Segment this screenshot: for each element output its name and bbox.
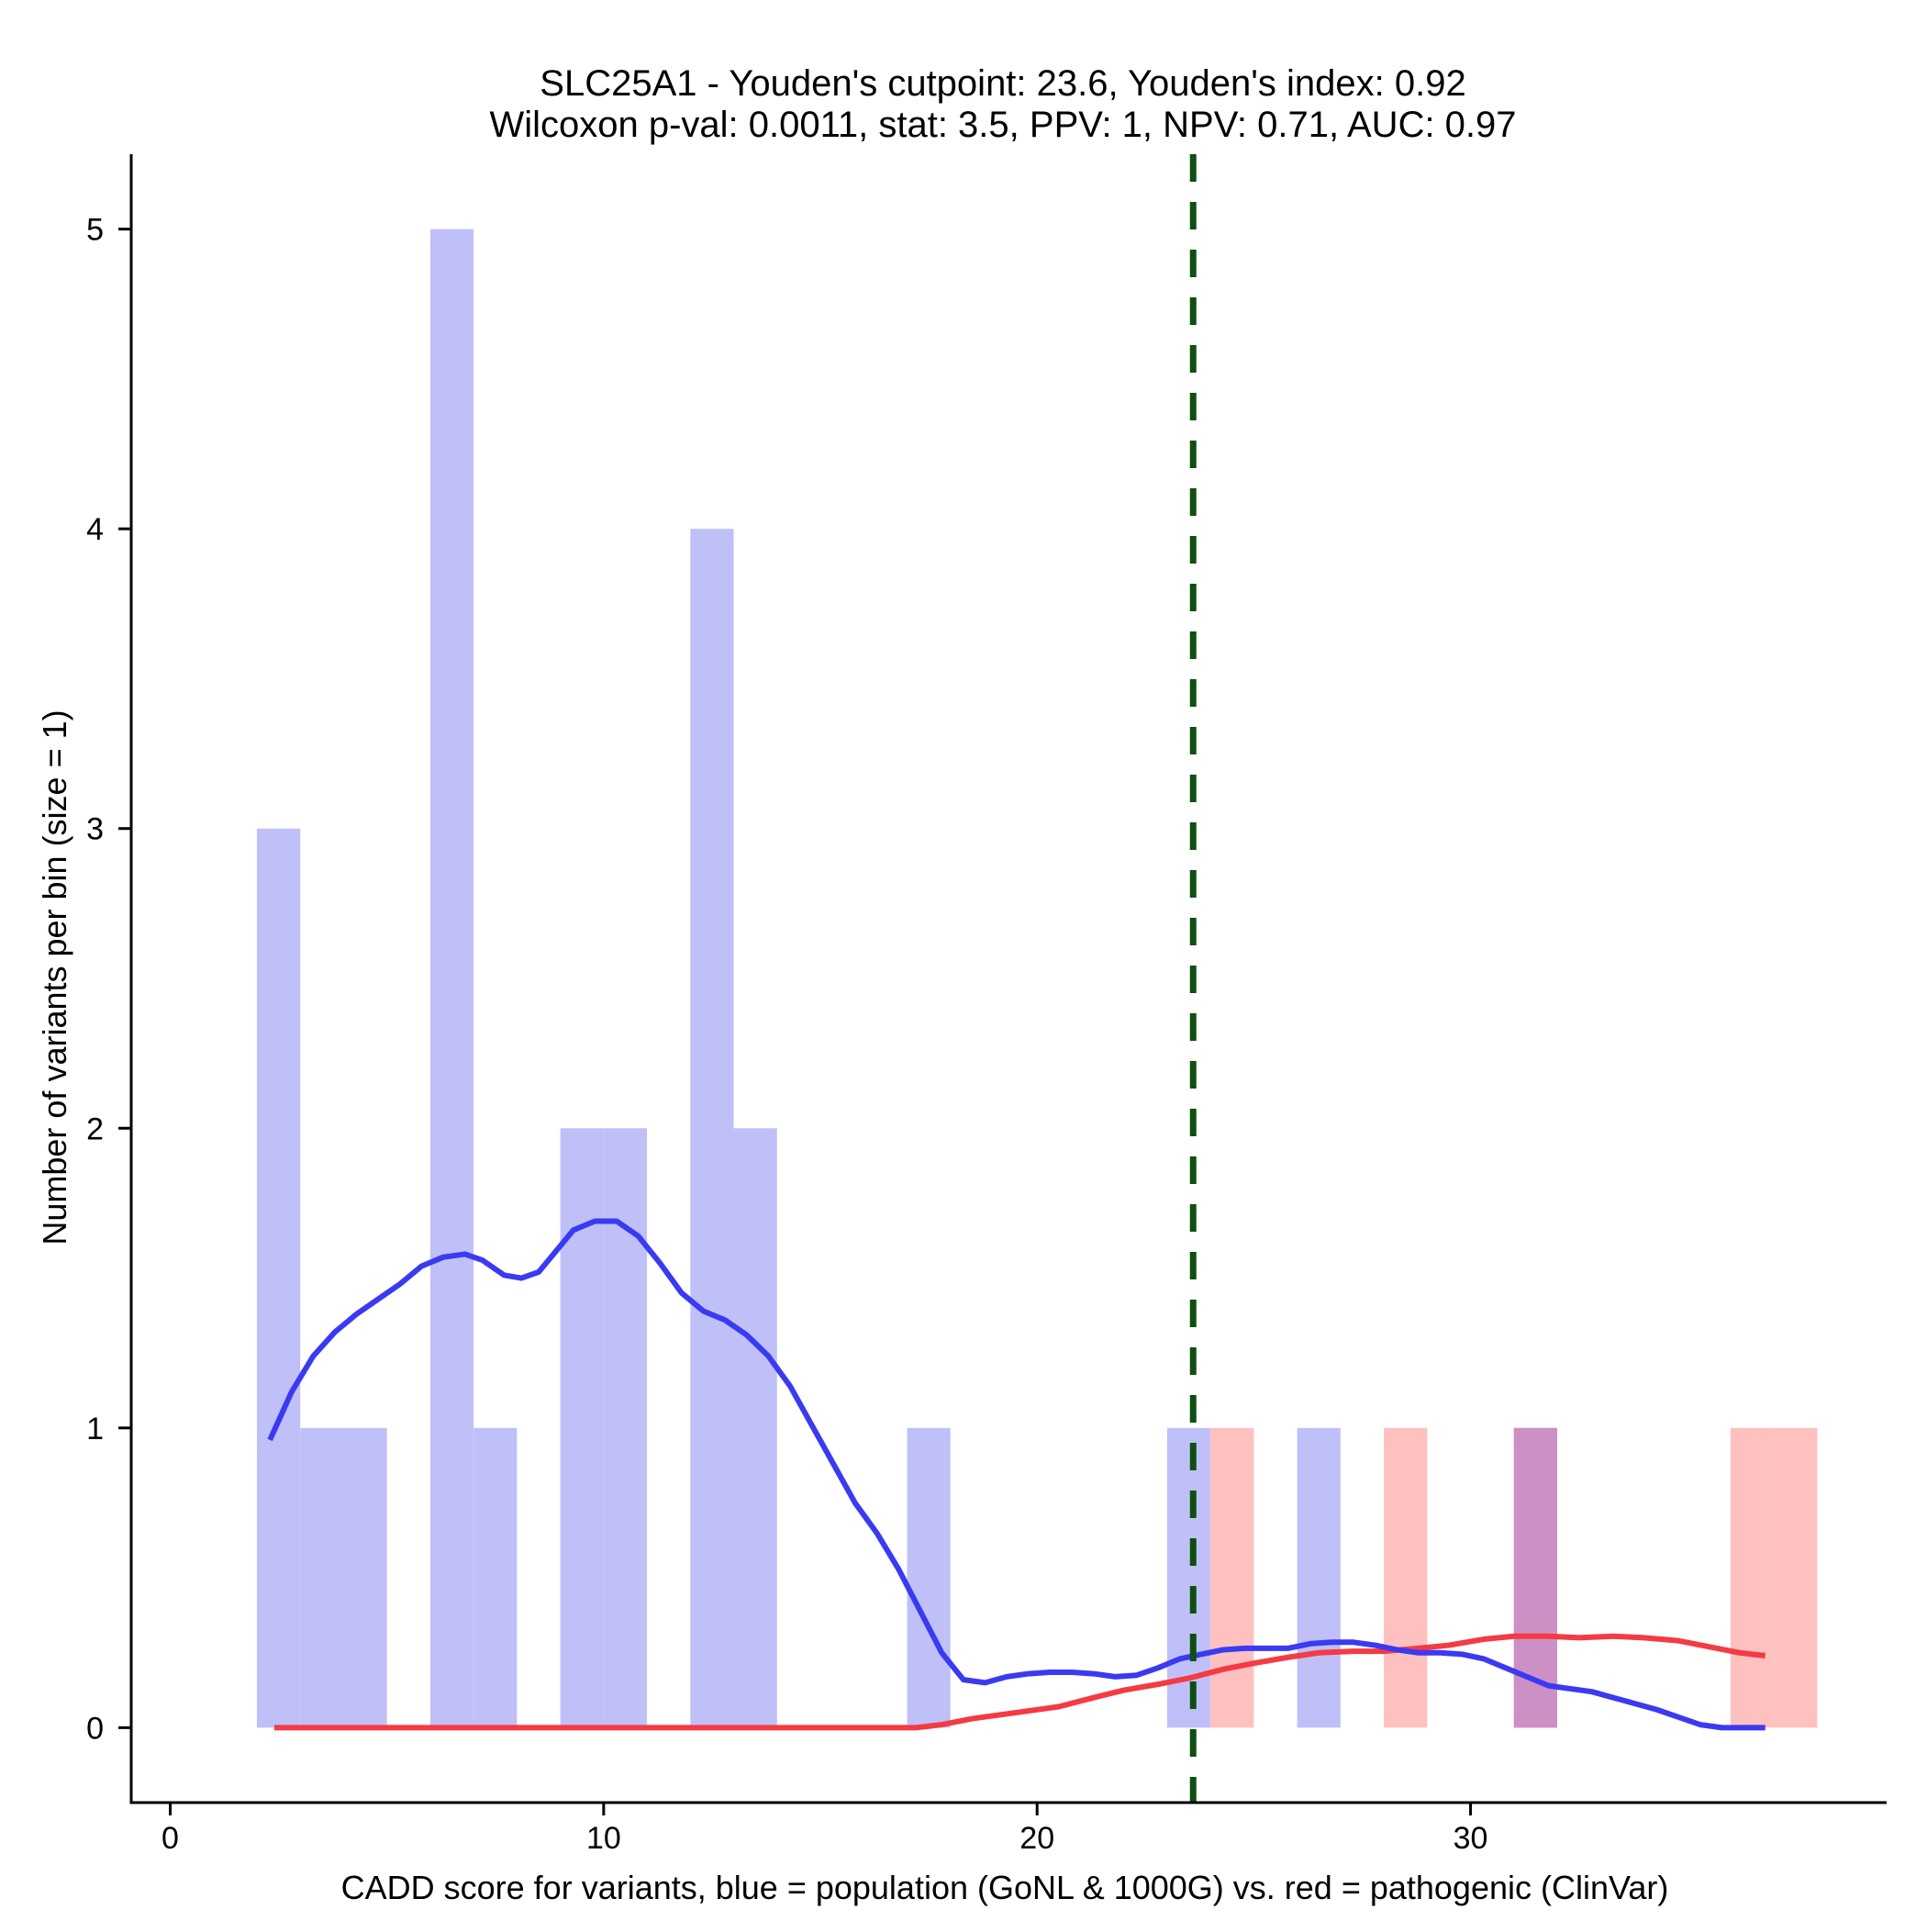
population-bar-17	[907, 1427, 951, 1728]
y-tick-label-0: 0	[86, 1711, 104, 1746]
population-bar-13	[733, 1128, 777, 1728]
population-bar-7	[473, 1427, 518, 1728]
x-tick-label-0: 0	[162, 1821, 179, 1856]
pathogenic-bar-24	[1210, 1427, 1254, 1728]
population-bar-4	[343, 1427, 387, 1728]
axes	[129, 154, 1887, 1804]
pathogenic-density-line	[273, 1633, 1766, 1731]
x-tick-label-20: 20	[1019, 1821, 1054, 1856]
histogram-bars	[256, 229, 1818, 1728]
population-bar-2	[256, 828, 301, 1728]
tick-marks: 0 10 20 30 0 1 2 3 4 5	[86, 213, 1487, 1856]
y-tick-label-4: 4	[86, 512, 104, 547]
y-tick-label-3: 3	[86, 812, 104, 847]
population-bar-12	[690, 529, 734, 1728]
chart-title-line-2: Wilcoxon p-val: 0.0011, stat: 3.5, PPV: …	[489, 105, 1516, 145]
population-bar-26	[1297, 1427, 1341, 1728]
y-axis-title: Number of variants per bin (size = 1)	[36, 709, 73, 1245]
x-axis-title: CADD score for variants, blue = populati…	[341, 1869, 1669, 1906]
x-tick-label-10: 10	[586, 1821, 621, 1856]
y-tick-label-1: 1	[86, 1412, 104, 1446]
pathogenic-bar-28	[1384, 1427, 1428, 1728]
y-tick-label-5: 5	[86, 213, 104, 248]
chart-title-line-1: SLC25A1 - Youden's cutpoint: 23.6, Youde…	[540, 63, 1465, 104]
x-tick-label-30: 30	[1454, 1821, 1488, 1856]
density-curves	[267, 1218, 1766, 1731]
population-bar-6	[429, 229, 474, 1728]
pathogenic-bar-36	[1730, 1427, 1775, 1728]
population-density-line	[267, 1218, 1765, 1731]
population-bar-3	[300, 1427, 344, 1728]
y-tick-label-2: 2	[86, 1111, 104, 1146]
population-bar-10	[603, 1128, 648, 1728]
population-bar-9	[560, 1128, 604, 1728]
pathogenic-bar-37	[1774, 1427, 1818, 1728]
